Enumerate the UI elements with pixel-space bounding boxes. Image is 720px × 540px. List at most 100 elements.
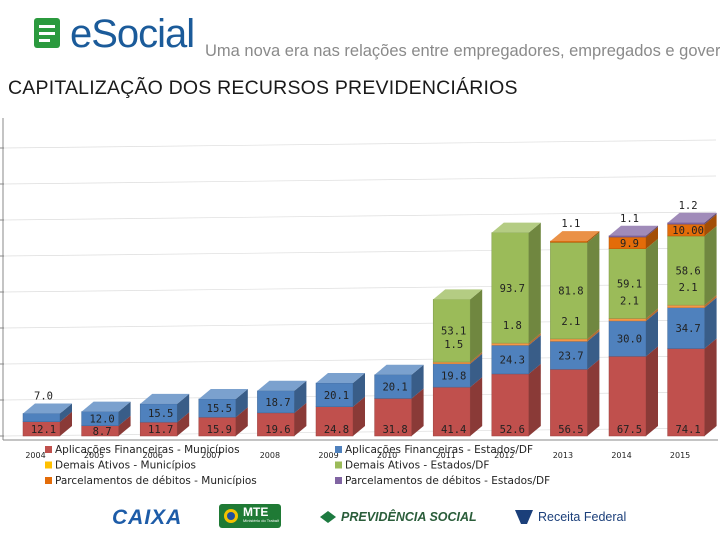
bar-segment (608, 356, 647, 437)
bar-segment-side (118, 401, 131, 426)
bar-segment-side (528, 335, 541, 374)
legend-label: Aplicações Financeiras - Estados/DF (345, 444, 533, 456)
bar-segment-side (470, 352, 483, 364)
gridline (3, 211, 717, 221)
x-tick-label: 2014 (611, 451, 631, 460)
bar-segment-side (587, 232, 600, 339)
bar-segment-side (528, 333, 541, 346)
bar-segment-side (646, 308, 658, 321)
bar-segment (432, 386, 471, 437)
bar-segment-side (528, 363, 541, 436)
x-tick-label: 2010 (377, 451, 397, 460)
bar-segment-side (704, 212, 717, 225)
bar-segment (608, 320, 647, 357)
data-label: 1.2 (679, 200, 698, 212)
bar-segment-top (550, 231, 600, 242)
bar-segment (550, 369, 588, 437)
x-tick-label: 2009 (318, 451, 338, 460)
legend-label: Aplicações Financeiras - Municípios (55, 444, 240, 456)
bar-segment-side (235, 407, 248, 436)
data-label: 24.8 (324, 424, 349, 436)
bar-segment (432, 299, 471, 363)
bar-segment (432, 361, 471, 365)
bar-segment (550, 242, 588, 340)
mte-logo-subtitle: Ministério do Trabalho e Emprego (243, 518, 279, 523)
data-label: 2.1 (620, 295, 639, 307)
bar-segment-side (294, 380, 307, 413)
data-label: 8.7 (93, 426, 112, 438)
legend-label: Demais Ativos - Estados/DF (345, 460, 489, 472)
x-tick-label: 2011 (436, 451, 456, 460)
bar-segment-side (646, 227, 658, 249)
bar-segment-top (23, 403, 72, 414)
bar-segment-side (587, 328, 600, 342)
gridline (3, 175, 717, 185)
bar-segment (608, 248, 647, 319)
bar-segment-side (704, 225, 717, 306)
bar-segment (667, 348, 705, 437)
bar-segment (491, 345, 530, 375)
data-label: 20.1 (382, 382, 407, 394)
bar-segment (667, 304, 705, 308)
data-label: 67.5 (617, 424, 642, 436)
data-label: 59.1 (617, 279, 642, 291)
data-label: 18.7 (265, 397, 290, 409)
caixa-logo: CAIXA (112, 506, 183, 529)
bar-segment-side (646, 238, 658, 319)
data-label: 24.3 (500, 355, 525, 367)
bar-segment (667, 307, 705, 349)
bar-segment-side (704, 297, 717, 349)
data-label: 20.1 (324, 390, 349, 402)
data-label: 19.8 (441, 370, 466, 382)
data-label: 53.1 (441, 326, 466, 338)
bar-segment-side (353, 373, 365, 407)
data-label: 1.8 (503, 320, 522, 332)
data-label: 31.8 (382, 424, 407, 436)
bar-segment-top (198, 388, 248, 399)
bar-segment-top (140, 393, 190, 404)
legend-swatch (335, 461, 342, 469)
data-label: 52.6 (500, 424, 525, 436)
tagline: Uma nova era nas relações entre empregad… (205, 42, 720, 60)
bar-segment (608, 235, 647, 238)
data-label: 2.1 (561, 316, 580, 328)
x-tick-label: 2007 (201, 451, 221, 460)
bar-segment-side (470, 289, 483, 363)
x-tick-label: 2012 (494, 451, 514, 460)
bar-segment-side (353, 396, 365, 436)
bar-segment-side (411, 388, 424, 436)
legend-swatch (45, 477, 52, 484)
header: eSocial Uma nova era nas relações entre … (0, 0, 720, 75)
bar-segment (608, 318, 647, 322)
previdencia-logo: PREVIDÊNCIA SOCIAL (341, 510, 477, 524)
bar-segment-side (646, 310, 658, 357)
bar-segment-side (177, 412, 190, 436)
bar-segment-side (294, 402, 307, 436)
legend-label: Parcelamentos de débitos - Municípios (55, 475, 257, 487)
bar-segment-top (609, 225, 658, 236)
bar-segment-side (235, 388, 248, 418)
bar-segment-top (667, 212, 717, 223)
data-label: 30.0 (617, 334, 642, 346)
brand-name: eSocial (70, 12, 195, 56)
bar-segment (374, 398, 412, 437)
bar-segment-side (528, 222, 541, 344)
legend-swatch (45, 461, 52, 469)
receita-emblem-icon (515, 510, 533, 524)
data-label: 12.0 (89, 414, 114, 426)
footer-logos: CAIXA MTE Ministério do Trabalho e Empre… (0, 498, 720, 540)
legend-swatch (45, 446, 52, 453)
bar-segment (550, 341, 588, 370)
bar-segment-side (587, 331, 600, 370)
bar-segment-side (704, 214, 717, 236)
x-tick-label: 2015 (670, 451, 690, 460)
bar-segment-side (60, 411, 72, 436)
bar-segment-side (646, 346, 658, 436)
data-label: 1.1 (620, 213, 639, 225)
data-label: 56.5 (558, 424, 583, 436)
data-label: 10.00 (672, 225, 704, 237)
bar-segment-side (60, 403, 72, 422)
data-label: 9.9 (620, 238, 639, 250)
mte-emblem-icon (224, 509, 238, 523)
x-tick-label: 2006 (143, 451, 163, 460)
